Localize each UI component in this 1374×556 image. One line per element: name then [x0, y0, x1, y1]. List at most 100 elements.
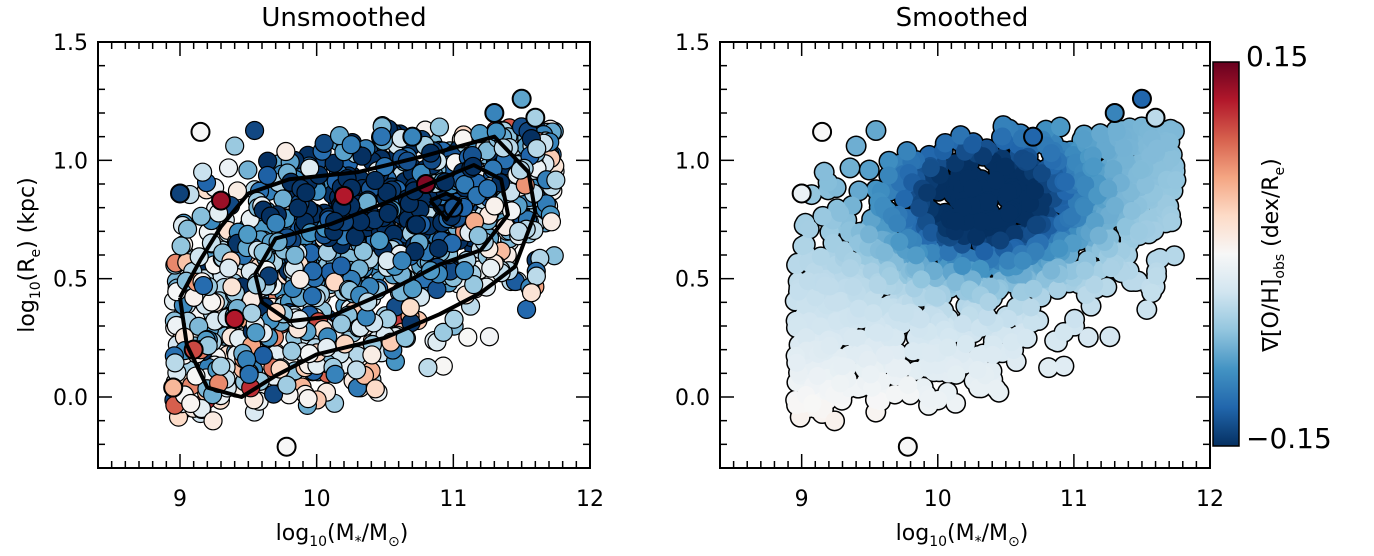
- cloud-point: [193, 162, 213, 182]
- cloud-point: [996, 157, 1015, 176]
- cloud-point: [1136, 176, 1155, 195]
- cloud-point: [956, 334, 975, 353]
- cloud-point: [953, 198, 972, 217]
- x-tick-labels: 9 10 11 12: [173, 487, 604, 512]
- colorbar-min-label: −0.15: [1246, 422, 1332, 455]
- cloud-point: [1147, 139, 1166, 158]
- cloud-point: [918, 183, 937, 202]
- cloud-point: [484, 196, 505, 216]
- cloud-point: [1137, 300, 1156, 319]
- data-point: [1104, 103, 1125, 123]
- cloud-point: [1147, 267, 1166, 286]
- cloud-point: [892, 360, 911, 379]
- cloud-point: [921, 159, 940, 178]
- cloud-point: [1131, 161, 1150, 180]
- cloud-point: [881, 267, 900, 286]
- cloud-point: [860, 225, 879, 244]
- cloud-point: [1002, 333, 1021, 352]
- cloud-point: [1075, 198, 1094, 217]
- cloud-point: [868, 323, 887, 342]
- cloud-point: [1075, 261, 1094, 280]
- cloud-point: [1098, 141, 1117, 160]
- panel-title: Unsmoothed: [261, 3, 426, 33]
- points: [791, 88, 1166, 457]
- cloud-point: [1026, 242, 1045, 261]
- density-contours: [178, 134, 538, 399]
- cloud-point: [1054, 323, 1073, 342]
- cloud-point: [1048, 280, 1067, 299]
- cloud-point: [1054, 357, 1073, 376]
- cloud-point: [371, 126, 392, 147]
- cloud-point: [849, 181, 868, 200]
- cloud-point: [808, 367, 827, 386]
- cloud-point: [863, 378, 882, 397]
- cloud-point: [1099, 179, 1118, 198]
- cloud-point: [1005, 225, 1024, 244]
- cloud-point: [841, 259, 860, 278]
- x-tick-label: 10: [924, 487, 952, 512]
- cloud-point: [257, 165, 278, 186]
- cloud-point: [479, 327, 500, 347]
- y-tick-labels: 0.0 0.5 1.0 1.5: [675, 31, 710, 411]
- cloud-point: [1022, 313, 1041, 332]
- x-tick-label: 12: [1196, 487, 1224, 512]
- data-point: [224, 308, 245, 329]
- cloud-point: [1042, 261, 1061, 280]
- cloud-point: [868, 275, 887, 294]
- data-point: [276, 436, 297, 457]
- data-point: [170, 183, 190, 204]
- cloud-point: [202, 292, 222, 312]
- cloud-point: [177, 219, 198, 239]
- cloud-point: [953, 256, 972, 275]
- cloud-point: [1000, 204, 1019, 223]
- cloud-point: [975, 242, 994, 261]
- cloud-point: [831, 203, 850, 222]
- cloud-point: [211, 356, 231, 376]
- cloud-point: [405, 241, 425, 262]
- cloud-point: [1021, 298, 1040, 317]
- cloud-point: [946, 212, 965, 231]
- cloud-point: [464, 275, 484, 295]
- cloud-point: [541, 212, 562, 232]
- cloud-point: [953, 314, 972, 333]
- cloud-point: [797, 328, 816, 347]
- cloud-point: [1026, 181, 1045, 200]
- cloud-point: [378, 203, 398, 224]
- cloud-point: [526, 266, 546, 286]
- axis-ticks: [719, 41, 1211, 469]
- point-cloud: [784, 115, 1187, 432]
- cloud-point: [468, 226, 488, 246]
- cloud-point: [885, 385, 904, 404]
- cloud-point: [911, 310, 930, 329]
- cloud-point: [478, 179, 498, 199]
- cloud-point: [331, 314, 352, 334]
- cloud-point: [346, 360, 367, 380]
- cloud-point: [987, 379, 1006, 398]
- data-point: [511, 88, 532, 109]
- cloud-point: [1013, 251, 1032, 270]
- cloud-point: [813, 207, 832, 226]
- cloud-point: [920, 389, 939, 408]
- cloud-point: [1050, 239, 1069, 258]
- cloud-point: [171, 236, 191, 256]
- cloud-point: [429, 238, 449, 259]
- cloud-point: [276, 141, 296, 162]
- cloud-point: [290, 269, 310, 290]
- cloud-point: [1079, 328, 1098, 347]
- cloud-point: [365, 170, 385, 191]
- cloud-point: [1032, 164, 1051, 183]
- cloud-point: [888, 303, 907, 322]
- cloud-point: [1114, 138, 1133, 157]
- cloud-point: [263, 384, 284, 404]
- cloud-point: [922, 223, 941, 242]
- y-tick-label: 1.0: [675, 149, 710, 174]
- cloud-point: [866, 121, 885, 140]
- cloud-point: [793, 237, 812, 256]
- cloud-point: [800, 220, 819, 239]
- panel-title: Smoothed: [896, 3, 1029, 33]
- cloud-point: [1065, 310, 1084, 329]
- x-tick-label: 11: [1060, 487, 1088, 512]
- cloud-point: [811, 247, 830, 266]
- cloud-point: [860, 161, 879, 180]
